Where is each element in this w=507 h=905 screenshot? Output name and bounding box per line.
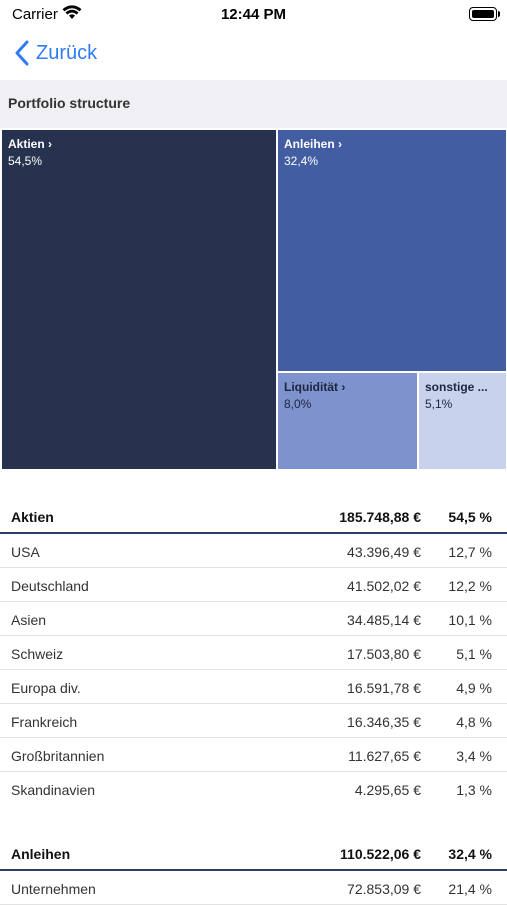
tile-value: 5,1%	[425, 397, 453, 411]
wifi-icon	[62, 5, 82, 25]
table-row[interactable]: Deutschland 41.502,02 € 12,2 %	[0, 568, 507, 602]
table-row[interactable]: Großbritannien 11.627,65 € 3,4 %	[0, 738, 507, 772]
tile-value: 54,5%	[8, 154, 43, 168]
back-button-label: Zurück	[36, 41, 98, 64]
back-button[interactable]: Zurück	[14, 38, 97, 68]
row-percent: 5,1 %	[456, 646, 492, 662]
row-name: Großbritannien	[11, 748, 105, 764]
group-name: Anleihen	[11, 846, 71, 862]
group-percent: 54,5 %	[448, 509, 492, 525]
row-amount: 72.853,09 €	[347, 881, 421, 897]
row-name: Skandinavien	[11, 782, 96, 798]
table-row[interactable]: Frankreich 16.346,35 € 4,8 %	[0, 704, 507, 738]
row-percent: 12,2 %	[448, 578, 492, 594]
row-percent: 4,9 %	[456, 680, 492, 696]
group-name: Aktien	[11, 509, 54, 525]
table-row[interactable]: Asien 34.485,14 € 10,1 %	[0, 602, 507, 636]
row-percent: 4,8 %	[456, 714, 492, 730]
battery-icon	[469, 7, 500, 21]
row-amount: 11.627,65 €	[348, 748, 421, 764]
tile-value: 32,4%	[284, 154, 319, 168]
navigation-bar: Zurück	[0, 30, 507, 80]
group-amount: 185.748,88 €	[339, 509, 421, 525]
row-amount: 4.295,65 €	[354, 782, 421, 798]
group-percent: 32,4 %	[448, 846, 492, 862]
row-amount: 16.346,35 €	[347, 714, 421, 730]
row-name: USA	[11, 544, 40, 560]
tile-name: Liquidität ›	[284, 380, 346, 394]
allocation-table: Aktien 185.748,88 € 54,5 % USA 43.396,49…	[0, 496, 507, 905]
status-time: 12:44 PM	[220, 6, 287, 23]
row-amount: 34.485,14 €	[347, 612, 421, 628]
group-header-aktien[interactable]: Aktien 185.748,88 € 54,5 %	[0, 496, 507, 534]
table-row[interactable]: Schweiz 17.503,80 € 5,1 %	[0, 636, 507, 670]
row-name: Asien	[11, 612, 47, 628]
row-name: Deutschland	[11, 578, 89, 594]
section-title: Portfolio structure	[8, 95, 131, 111]
section-header: Portfolio structure	[0, 80, 507, 128]
treemap-tile-liquiditaet[interactable]: Liquidität › 8,0%	[277, 372, 418, 470]
row-amount: 17.503,80 €	[347, 646, 421, 662]
chevron-left-icon	[15, 40, 29, 66]
table-row[interactable]: Skandinavien 4.295,65 € 1,3 %	[0, 772, 507, 805]
tile-value: 8,0%	[284, 397, 312, 411]
table-row[interactable]: USA 43.396,49 € 12,7 %	[0, 534, 507, 568]
row-amount: 16.591,78 €	[347, 680, 421, 696]
row-percent: 10,1 %	[448, 612, 492, 628]
row-name: Frankreich	[11, 714, 78, 730]
treemap-tile-aktien[interactable]: Aktien › 54,5%	[1, 129, 277, 470]
treemap-tile-sonstige[interactable]: sonstige ... 5,1%	[418, 372, 507, 470]
group-spacer	[0, 805, 507, 833]
tile-name: Aktien ›	[8, 137, 53, 151]
tile-name: Anleihen ›	[284, 137, 343, 151]
table-row[interactable]: Europa div. 16.591,78 € 4,9 %	[0, 670, 507, 704]
group-header-anleihen[interactable]: Anleihen 110.522,06 € 32,4 %	[0, 833, 507, 871]
row-name: Europa div.	[11, 680, 81, 696]
row-percent: 21,4 %	[448, 881, 492, 897]
carrier-label: Carrier	[12, 6, 58, 23]
status-bar: Carrier 12:44 PM	[0, 0, 507, 30]
tile-name: sonstige ...	[425, 380, 488, 394]
treemap-tile-anleihen[interactable]: Anleihen › 32,4%	[277, 129, 507, 372]
row-amount: 41.502,02 €	[347, 578, 421, 594]
row-name: Schweiz	[11, 646, 64, 662]
portfolio-treemap: Aktien › 54,5% Anleihen › 32,4% Liquidit…	[0, 128, 507, 470]
group-amount: 110.522,06 €	[340, 846, 421, 862]
row-percent: 3,4 %	[456, 748, 492, 764]
row-amount: 43.396,49 €	[347, 544, 421, 560]
row-percent: 12,7 %	[448, 544, 492, 560]
row-percent: 1,3 %	[456, 782, 492, 798]
row-name: Unternehmen	[11, 881, 96, 897]
